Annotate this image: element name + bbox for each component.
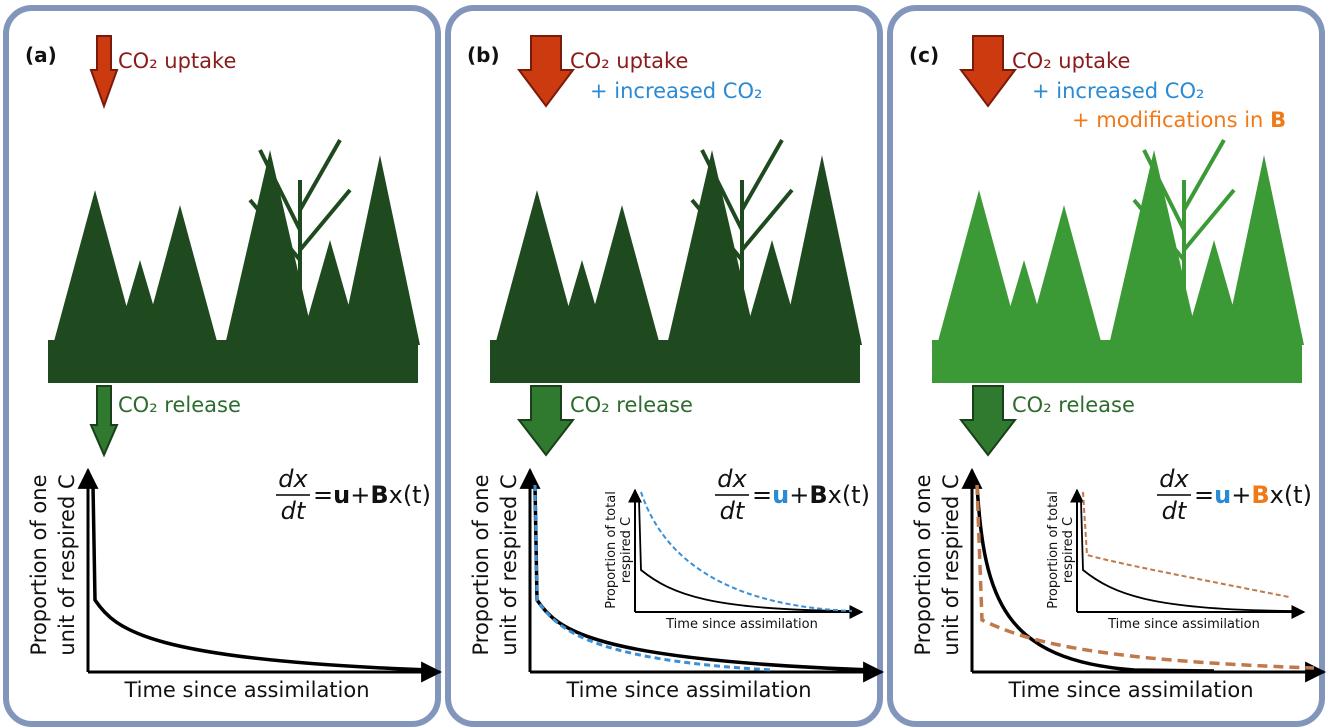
release-arrow xyxy=(961,386,1015,455)
eq-numerator: dx xyxy=(1159,465,1189,493)
eq-equals: = xyxy=(752,481,772,509)
uptake-text: CO₂ uptake xyxy=(570,49,688,73)
release-text: CO₂ release xyxy=(570,393,693,417)
extra-bold: B xyxy=(1270,108,1286,132)
eq-plus: + xyxy=(789,481,809,509)
uptake-extra: + increased CO₂ xyxy=(1032,79,1204,103)
eq-denominator: dt xyxy=(281,497,307,525)
forest xyxy=(48,140,420,383)
trunk xyxy=(769,260,775,350)
inset-x-label: Time since assimilation xyxy=(1107,617,1260,632)
inset-y-label: respired C xyxy=(1061,517,1076,583)
panel-label: (b) xyxy=(467,43,500,67)
inset-x-label: Time since assimilation xyxy=(665,617,818,632)
eq-numerator: dx xyxy=(278,465,308,493)
uptake-extra: + increased CO₂ xyxy=(590,79,762,103)
ground xyxy=(932,340,1302,383)
extra-text: + increased CO₂ xyxy=(590,79,762,103)
curve xyxy=(93,485,430,670)
eq-rest: x(t) xyxy=(389,481,431,509)
forest xyxy=(932,140,1304,383)
eq-rest: x(t) xyxy=(1270,481,1312,509)
eq-numerator: dx xyxy=(717,465,747,493)
trunk xyxy=(709,170,715,350)
trunk xyxy=(92,210,98,350)
eq-B: B xyxy=(1251,481,1269,509)
panel-label: (a) xyxy=(25,43,57,67)
figure: (a) CO₂ uptake CO₂ release Proportion of on… xyxy=(0,0,1328,727)
y-axis-label: Proportion of one xyxy=(911,474,935,655)
uptake-arrow xyxy=(519,36,573,106)
x-axis-label: Time since assimilation xyxy=(565,678,811,702)
eq-plus: + xyxy=(350,481,370,509)
trunk xyxy=(976,210,982,350)
trunk xyxy=(1151,170,1157,350)
extra-text: + modifications in xyxy=(1072,108,1263,132)
curve-dashed xyxy=(977,485,1314,668)
trunk xyxy=(534,210,540,350)
trunk xyxy=(1261,175,1267,350)
uptake-text: CO₂ uptake xyxy=(118,49,236,73)
trunk xyxy=(579,280,585,350)
release-text: CO₂ release xyxy=(1012,393,1135,417)
eq-B: B xyxy=(370,481,388,509)
uptake-arrow xyxy=(91,36,117,106)
trunk xyxy=(377,175,383,350)
inset-curve xyxy=(639,500,852,611)
x-axis-label: Time since assimilation xyxy=(1007,678,1253,702)
release-text: CO₂ release xyxy=(118,393,241,417)
uptake-extra: + modifications in B xyxy=(1072,108,1286,132)
eq-equals: = xyxy=(1194,481,1214,509)
y-axis-label: unit of respired C xyxy=(939,474,963,655)
eq-rest: x(t) xyxy=(828,481,870,509)
y-axis-label: unit of respired C xyxy=(55,474,79,655)
forest xyxy=(490,140,862,383)
trunk xyxy=(177,225,183,350)
eq-B: B xyxy=(809,481,827,509)
inset-curve xyxy=(1081,500,1294,611)
inset-y-label: Proportion of total xyxy=(1046,491,1061,609)
extra-text: + increased CO₂ xyxy=(1032,79,1204,103)
y-axis-label: unit of respired C xyxy=(497,474,521,655)
eq-u: u xyxy=(1214,481,1231,509)
trunk xyxy=(1211,260,1217,350)
panel: (a) CO₂ uptake CO₂ release Proportion of on… xyxy=(6,8,440,724)
x-axis-label: Time since assimilation xyxy=(123,678,369,702)
eq-equals: = xyxy=(313,481,333,509)
panel: (c) CO₂ uptake + increased CO₂ + modificati… xyxy=(890,8,1324,724)
eq-u: u xyxy=(333,481,350,509)
trunk xyxy=(1021,280,1027,350)
release-arrow xyxy=(519,386,573,455)
panel-label: (c) xyxy=(909,43,939,67)
uptake-arrow xyxy=(961,36,1015,106)
eq-denominator: dt xyxy=(720,497,746,525)
ground xyxy=(48,340,418,383)
inset-y-label: Proportion of total xyxy=(604,491,619,609)
eq-u: u xyxy=(772,481,789,509)
eq-rhs: =u+Bx(t) xyxy=(313,481,431,509)
trunk xyxy=(327,260,333,350)
eq-denominator: dt xyxy=(1162,497,1188,525)
eq-rhs: =u+Bx(t) xyxy=(752,481,870,509)
trunk xyxy=(137,280,143,350)
ground xyxy=(490,340,860,383)
inset-curve-dashed xyxy=(641,492,852,611)
y-axis-label: Proportion of one xyxy=(27,474,51,655)
release-arrow xyxy=(91,386,117,455)
eq-plus: + xyxy=(1231,481,1251,509)
trunk xyxy=(819,175,825,350)
trunk xyxy=(267,170,273,350)
curve xyxy=(535,485,872,670)
trunk xyxy=(1061,225,1067,350)
eq-rhs: =u+Bx(t) xyxy=(1194,481,1312,509)
y-axis-label: Proportion of one xyxy=(469,474,493,655)
panel: (b) CO₂ uptake + increased CO₂ CO₂ release P… xyxy=(448,8,882,724)
uptake-text: CO₂ uptake xyxy=(1012,49,1130,73)
trunk xyxy=(619,225,625,350)
inset-y-label: respired C xyxy=(619,517,634,583)
